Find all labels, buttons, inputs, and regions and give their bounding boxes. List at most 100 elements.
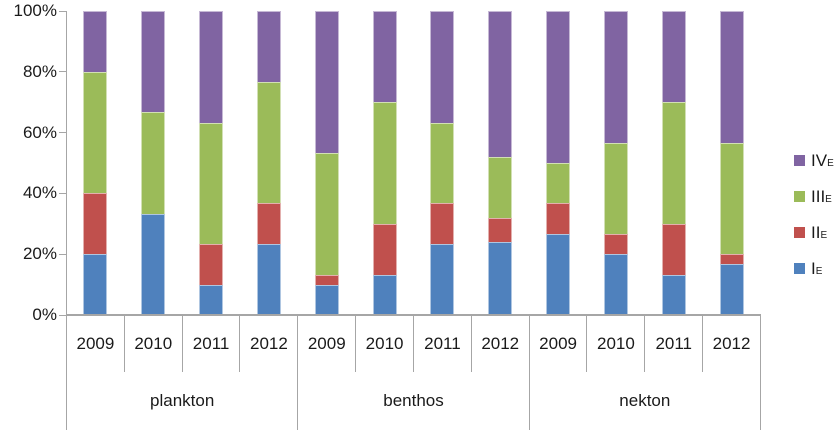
bar-segment-IIIE (546, 163, 571, 204)
bar-slot (529, 11, 587, 315)
bar-slot (645, 11, 703, 315)
y-tick-label: 100% (13, 1, 57, 20)
bar-slot (182, 11, 240, 315)
bar-segment-IVE (546, 11, 571, 164)
bar-segment-IE (488, 242, 513, 315)
group-label-benthos: benthos (383, 391, 444, 410)
year-label: 2009 (67, 315, 125, 372)
year-label: 2009 (530, 315, 588, 372)
y-tick-mark (59, 314, 66, 316)
bar-segment-IVE (720, 11, 745, 143)
bar-segment-IVE (488, 11, 513, 157)
bar-plankton-2012 (256, 11, 281, 315)
axis-group-plankton: 2009 2010 2011 2012 plankton (67, 315, 299, 430)
bar-segment-IIIE (720, 142, 745, 255)
bar-segment-IVE (430, 11, 455, 123)
bar-segment-IIE (488, 217, 513, 243)
bar-nekton-2011 (662, 11, 687, 315)
bar-segment-IIE (82, 193, 107, 255)
bar-segment-IE (430, 244, 455, 315)
bar-segment-IIE (720, 254, 745, 265)
bar-segment-IIIE (662, 102, 687, 224)
legend-swatch-III (794, 190, 805, 202)
legend-swatch-IV (794, 154, 805, 166)
bar-segment-IE (140, 213, 165, 315)
legend: IV E III E II E I E (794, 142, 834, 286)
legend-subscript: E (825, 193, 832, 205)
bar-segment-IE (720, 264, 745, 315)
bar-plankton-2011 (198, 11, 223, 315)
bar-segment-IIE (662, 223, 687, 275)
year-label: 2012 (712, 333, 751, 353)
bar-segment-IE (372, 274, 397, 315)
axis-group-nekton: 2009 2010 2011 2012 nekton (530, 315, 761, 430)
bar-segment-IIIE (430, 122, 455, 204)
legend-label-IV: IV (811, 150, 828, 170)
bar-benthos-2012 (488, 11, 513, 315)
bar-segment-IVE (198, 11, 223, 123)
bar-segment-IIE (430, 203, 455, 245)
y-tick-mark (59, 71, 66, 73)
bar-segment-IE (662, 274, 687, 315)
bar-segment-IVE (82, 11, 107, 72)
bar-segment-IIIE (82, 71, 107, 194)
legend-subscript: E (820, 229, 828, 241)
year-label: 2010 (125, 315, 183, 372)
y-tick-label: 0% (32, 305, 57, 324)
bar-segment-IVE (604, 11, 629, 143)
y-tick-label: 60% (22, 122, 57, 142)
bar-benthos-2009 (314, 11, 339, 315)
year-label: 2011 (414, 315, 472, 372)
bar-segment-IVE (372, 11, 397, 103)
year-label: 2012 (481, 333, 520, 353)
bar-nekton-2010 (604, 11, 629, 315)
legend-item-II: II E (794, 214, 834, 250)
legend-label-II: II (811, 222, 821, 242)
bar-nekton-2012 (720, 11, 745, 315)
bar-benthos-2011 (430, 11, 455, 315)
bar-benthos-2010 (372, 11, 397, 315)
bar-slot (66, 11, 124, 315)
plot-area (66, 11, 761, 315)
bar-slot (471, 11, 529, 315)
bar-segment-IE (82, 254, 107, 315)
axis-group-benthos: 2009 2010 2011 2012 benthos (298, 315, 530, 430)
legend-item-IV: IV E (794, 142, 834, 178)
y-tick-mark (59, 132, 66, 134)
legend-item-III: III E (794, 178, 834, 214)
year-label: 2010 (587, 315, 646, 372)
bar-segment-IIIE (140, 112, 165, 214)
bar-segment-IVE (662, 11, 687, 103)
year-label: 2010 (356, 315, 414, 372)
bar-segment-IIE (546, 203, 571, 234)
bar-segment-IIE (314, 274, 339, 285)
category-axis: 2009 2010 2011 2012 plankton 2009 2010 2011 2012… (66, 315, 761, 430)
bar-segment-IE (198, 284, 223, 315)
bar-segment-IIIE (372, 102, 397, 224)
bar-segment-IIE (256, 203, 281, 245)
year-row: 2009 2010 2011 2012 (530, 315, 760, 372)
bar-segment-IIE (604, 233, 629, 255)
year-label: 2012 (249, 333, 288, 353)
legend-swatch-II (794, 226, 805, 238)
year-row: 2009 2010 2011 2012 (67, 315, 297, 372)
group-label-plankton: plankton (150, 391, 215, 410)
bar-segment-IIIE (604, 142, 629, 234)
legend-swatch-I (794, 262, 805, 274)
group-label-nekton: nekton (619, 391, 671, 410)
bar-slot (587, 11, 645, 315)
y-tick-label: 80% (22, 61, 57, 81)
bar-slot (703, 11, 761, 315)
bar-slot (124, 11, 182, 315)
bar-nekton-2009 (546, 11, 571, 315)
bar-segment-IIIE (488, 156, 513, 218)
bar-segment-IVE (140, 11, 165, 113)
bar-segment-IVE (314, 11, 339, 153)
year-label: 2009 (298, 315, 357, 372)
y-tick-label: 40% (22, 183, 57, 203)
bar-segment-IIIE (198, 122, 223, 245)
bar-plankton-2010 (140, 11, 165, 315)
bar-segment-IIIE (256, 81, 281, 204)
